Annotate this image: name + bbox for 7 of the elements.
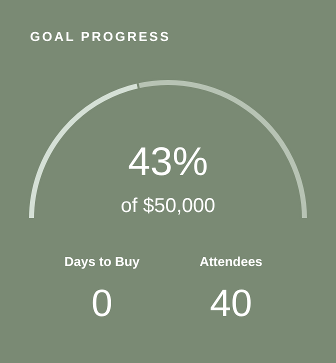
text: of $50,000 [120,194,216,218]
text: 40 [208,282,254,327]
chart-title: GOAL PROGRESS [30,29,171,44]
text: 0 [90,282,114,327]
data-label: 43% [126,139,210,186]
text: Days to Buy [63,254,141,270]
text: Attendees [198,254,264,270]
